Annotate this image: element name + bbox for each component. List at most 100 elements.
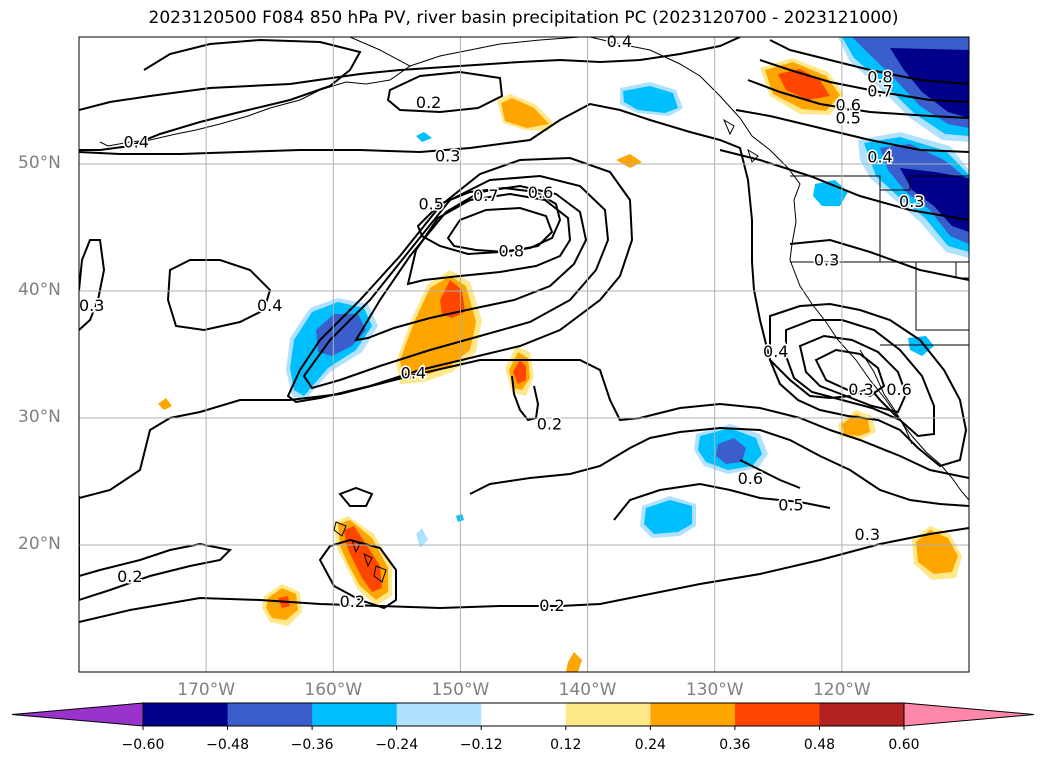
shade-negative: [716, 438, 746, 464]
shade-positive: [778, 69, 830, 100]
contour-label: 0.5: [835, 108, 860, 127]
contour-line: [416, 186, 562, 256]
colorbar-tick-label: 0.48: [803, 737, 836, 753]
colorbar-segment: [734, 703, 820, 726]
shade-negative: [316, 314, 366, 356]
contour-label: 0.2: [340, 592, 365, 611]
contour-label: 0.4: [401, 364, 426, 383]
contour-line: [446, 206, 554, 254]
colorbar-tick-label: −0.60: [121, 737, 165, 753]
alaska-coast: [409, 37, 581, 67]
colorbar-segment: [227, 703, 313, 726]
contour-label: 0.3: [855, 525, 880, 544]
contour-line: [785, 319, 935, 438]
contour-label: 0.6: [528, 183, 553, 202]
contour-label: 0.2: [539, 596, 564, 615]
panhandle-coast: [589, 37, 969, 501]
shaded-regions: [158, 37, 969, 672]
contour-label: 0.3: [848, 380, 873, 399]
contour-line: [166, 259, 272, 332]
colorbar-tick-label: −0.12: [459, 737, 503, 753]
plot-title: 2023120500 F084 850 hPa PV, river basin …: [148, 8, 899, 28]
colorbar-segment: [565, 703, 651, 726]
longitude-label: 120°W: [812, 680, 871, 700]
border: [790, 175, 969, 191]
colorbar-frame: [142, 702, 905, 727]
colorbar-tick-label: 0.24: [634, 737, 666, 753]
contour-label: 0.4: [867, 148, 892, 167]
contour-line: [719, 149, 969, 221]
colorbar-tick-label: −0.24: [375, 737, 419, 753]
contour-line: [79, 496, 233, 602]
contour-line: [739, 459, 801, 489]
contour-label: 0.2: [416, 93, 441, 112]
island: [373, 565, 387, 583]
contour-label: 0.4: [257, 296, 282, 315]
colorbar-tick-label: −0.36: [290, 737, 334, 753]
colorbar-segment: [819, 703, 905, 726]
pv-contours: [79, 37, 969, 623]
colorbar-tick-label: 0.36: [719, 737, 751, 753]
contour-label: 0.3: [814, 251, 839, 270]
contour-line: [769, 302, 968, 468]
contour-label: 0.3: [435, 146, 460, 165]
shade-negative: [416, 528, 428, 548]
colorbar-segment: [650, 703, 736, 726]
contour-label: 0.6: [738, 469, 763, 488]
contour-line: [318, 538, 397, 610]
colorbar-segment: [312, 703, 398, 726]
contour-line: [79, 359, 969, 499]
shade-negative: [813, 180, 848, 206]
contour-label: 0.3: [79, 296, 104, 315]
contour-label: 0.3: [899, 192, 924, 211]
map-plot-area: [79, 37, 969, 672]
contour-label: 0.5: [778, 496, 803, 515]
contour-line: [338, 486, 374, 507]
shade-negative: [908, 336, 934, 356]
contour-line: [511, 375, 540, 422]
colorbar-segment: [396, 703, 482, 726]
colorbar-tick-label: −0.48: [206, 737, 249, 753]
island: [363, 553, 373, 568]
longitude-label: 150°W: [431, 680, 490, 700]
colorbar: [11, 702, 1035, 730]
graticule: [79, 37, 969, 672]
contour-label: 0.2: [117, 567, 142, 586]
longitude-label: 130°W: [685, 680, 744, 700]
contour-line: [747, 79, 969, 119]
shade-positive: [344, 526, 382, 592]
shade-negative: [900, 168, 969, 232]
shade-negative: [644, 500, 692, 534]
latitude-label: 40°N: [18, 280, 61, 300]
latitude-label: 50°N: [18, 153, 61, 173]
contour-line: [406, 192, 572, 286]
contour-line: [386, 70, 504, 114]
contour-line: [789, 238, 969, 281]
shade-positive: [501, 98, 549, 128]
longitude-label: 140°W: [558, 680, 617, 700]
shade-positive: [440, 280, 465, 318]
contour-line: [735, 109, 969, 153]
contour-line: [814, 348, 886, 398]
colorbar-extend-high: [903, 702, 1035, 727]
colorbar-extend-low: [11, 702, 144, 727]
contour-label: 0.8: [499, 242, 524, 261]
contour-line: [354, 184, 588, 342]
contour-label: 0.2: [537, 414, 562, 433]
contour-line: [759, 59, 969, 103]
island: [722, 118, 735, 136]
contour-line: [79, 38, 362, 151]
contour-label: 0.7: [473, 186, 498, 205]
latitude-label: 30°N: [18, 407, 61, 427]
contour-line: [79, 239, 106, 331]
shade-positive: [842, 414, 870, 436]
plot-frame: [78, 36, 970, 673]
contour-label: 0.6: [835, 96, 860, 115]
shade-negative: [416, 132, 432, 142]
contour-labels: 0.20.30.40.50.60.70.80.3 0.40.40.20.40.80…: [77, 31, 926, 617]
contour-line: [79, 527, 969, 623]
contour-line: [469, 426, 969, 507]
contour-line: [286, 156, 634, 404]
island: [333, 521, 347, 537]
